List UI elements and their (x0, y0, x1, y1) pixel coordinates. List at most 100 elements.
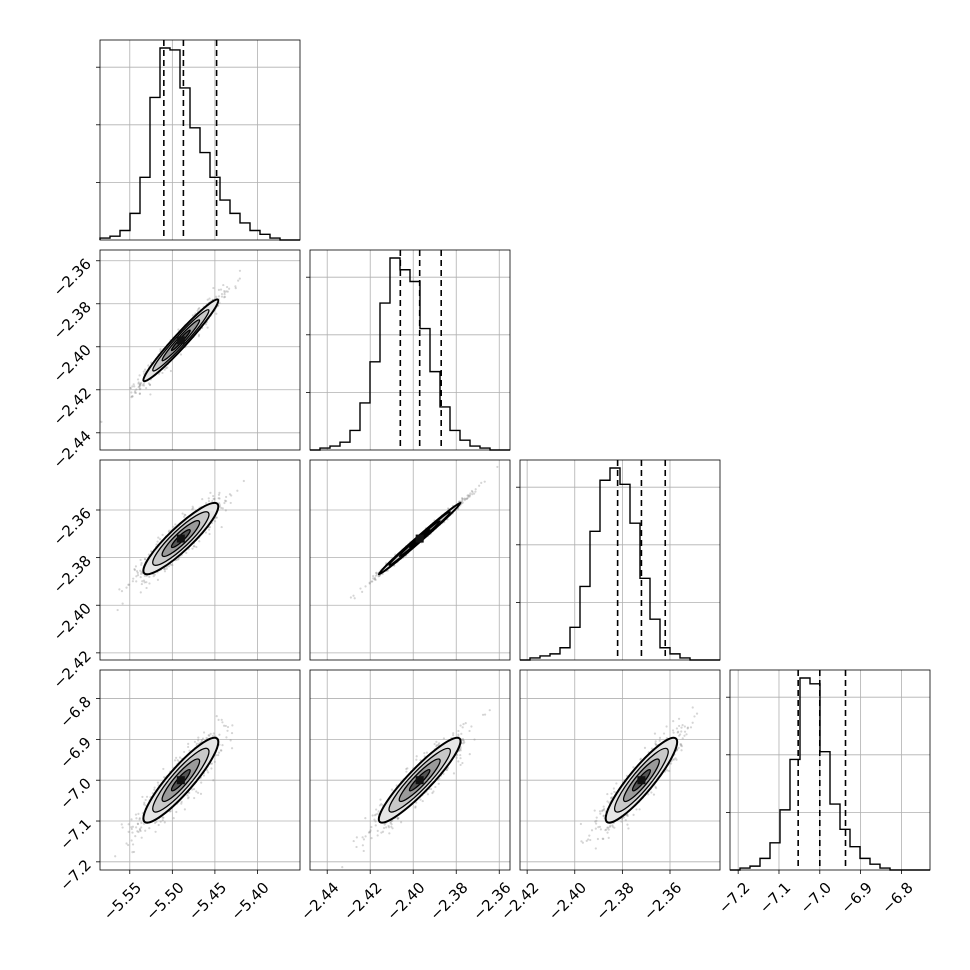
scatter-point (169, 563, 172, 566)
scatter-point (145, 586, 148, 590)
scatter-point (143, 801, 146, 804)
scatter-point (691, 706, 694, 709)
scatter-point (142, 382, 145, 385)
scatter-point (126, 843, 130, 847)
scatter-point (463, 497, 466, 500)
scatter-point (148, 575, 151, 578)
scatter-point (139, 829, 142, 833)
scatter-point (139, 387, 142, 390)
scatter-point (213, 760, 216, 763)
scatter-point (433, 742, 436, 746)
y-tick-label: −2.38 (50, 298, 95, 343)
scatter-point (675, 727, 679, 730)
scatter-point (465, 497, 469, 500)
scatter-point (423, 752, 426, 755)
scatter-point (139, 576, 142, 579)
scatter-point (137, 382, 140, 385)
scatter-point (147, 382, 150, 385)
scatter-point (210, 767, 213, 770)
scatter-point (130, 818, 133, 821)
scatter-point (131, 580, 134, 583)
scatter-point (140, 836, 143, 839)
scatter-point (599, 828, 602, 831)
scatter-point (156, 578, 160, 581)
scatter-point (139, 591, 142, 594)
scatter-point (435, 740, 438, 743)
scatter-point (138, 392, 141, 395)
scatter-point (483, 480, 486, 483)
scatter-point (695, 712, 699, 715)
scatter-point (602, 805, 605, 808)
scatter-point (192, 788, 196, 791)
scatter-point (602, 814, 605, 818)
scatter-point (587, 838, 590, 841)
scatter-point (373, 818, 376, 821)
scatter-point (415, 758, 418, 761)
scatter-point (177, 328, 180, 331)
density-peak (176, 534, 185, 543)
scatter-point (140, 826, 143, 829)
scatter-point (606, 831, 609, 834)
scatter-point (461, 499, 464, 503)
scatter-point (210, 762, 214, 765)
scatter-point (139, 382, 142, 386)
scatter-point (197, 308, 200, 311)
scatter-point (598, 810, 602, 813)
scatter-point (421, 799, 424, 803)
scatter-point (136, 571, 139, 575)
scatter-point (400, 821, 403, 824)
x-tick-label: −2.44 (297, 879, 342, 924)
scatter-point (206, 326, 209, 329)
scatter-point (141, 795, 144, 799)
scatter-point (212, 779, 215, 782)
scatter-point (188, 791, 191, 795)
scatter-point (457, 760, 460, 763)
scatter-point (215, 715, 218, 718)
scatter-point (683, 730, 687, 733)
scatter-point (677, 717, 681, 720)
scatter-point (172, 817, 175, 820)
panel-frame (309, 669, 511, 871)
scatter-point (140, 582, 143, 586)
scatter-point (598, 825, 602, 828)
scatter-point (676, 731, 679, 734)
scatter-point (464, 497, 467, 500)
scatter-point (437, 782, 440, 785)
scatter-point (474, 488, 477, 491)
scatter-point (461, 739, 465, 742)
scatter-point (480, 481, 483, 484)
scatter-point (686, 726, 690, 729)
scatter-point (156, 781, 160, 784)
histogram-step (520, 467, 720, 661)
scatter-point (127, 830, 130, 833)
scatter-point (193, 796, 196, 800)
scatter-point (130, 839, 133, 842)
scatter-point (135, 388, 138, 391)
scatter-point (217, 753, 220, 757)
scatter-point (206, 769, 209, 772)
scatter-point (191, 314, 194, 317)
scatter-point (143, 574, 146, 577)
scatter-point (395, 784, 398, 787)
scatter-point (128, 583, 131, 586)
scatter-point (144, 558, 147, 561)
scatter-point (218, 733, 221, 736)
scatter-point (120, 590, 124, 593)
scatter-point (430, 787, 433, 791)
scatter-point (138, 817, 141, 820)
scatter-point (435, 745, 438, 748)
scatter-point (370, 825, 373, 829)
scatter-point (207, 528, 211, 531)
scatter-point (442, 737, 446, 740)
scatter-point (204, 323, 208, 326)
panels-layer: −7.2 −7.1 −7.0 −6.9 −6.8−2.44−2.42−2.40−2.38… (50, 39, 931, 924)
scatter-point (390, 823, 393, 826)
y-tick-label: −7.0 (56, 774, 94, 812)
scatter-point (376, 829, 379, 832)
scatter-point (148, 383, 152, 387)
scatter-point (237, 279, 240, 282)
scatter-point (143, 803, 146, 806)
panel-frame (99, 459, 301, 661)
scatter-point (352, 839, 355, 843)
scatter-point (595, 819, 598, 822)
